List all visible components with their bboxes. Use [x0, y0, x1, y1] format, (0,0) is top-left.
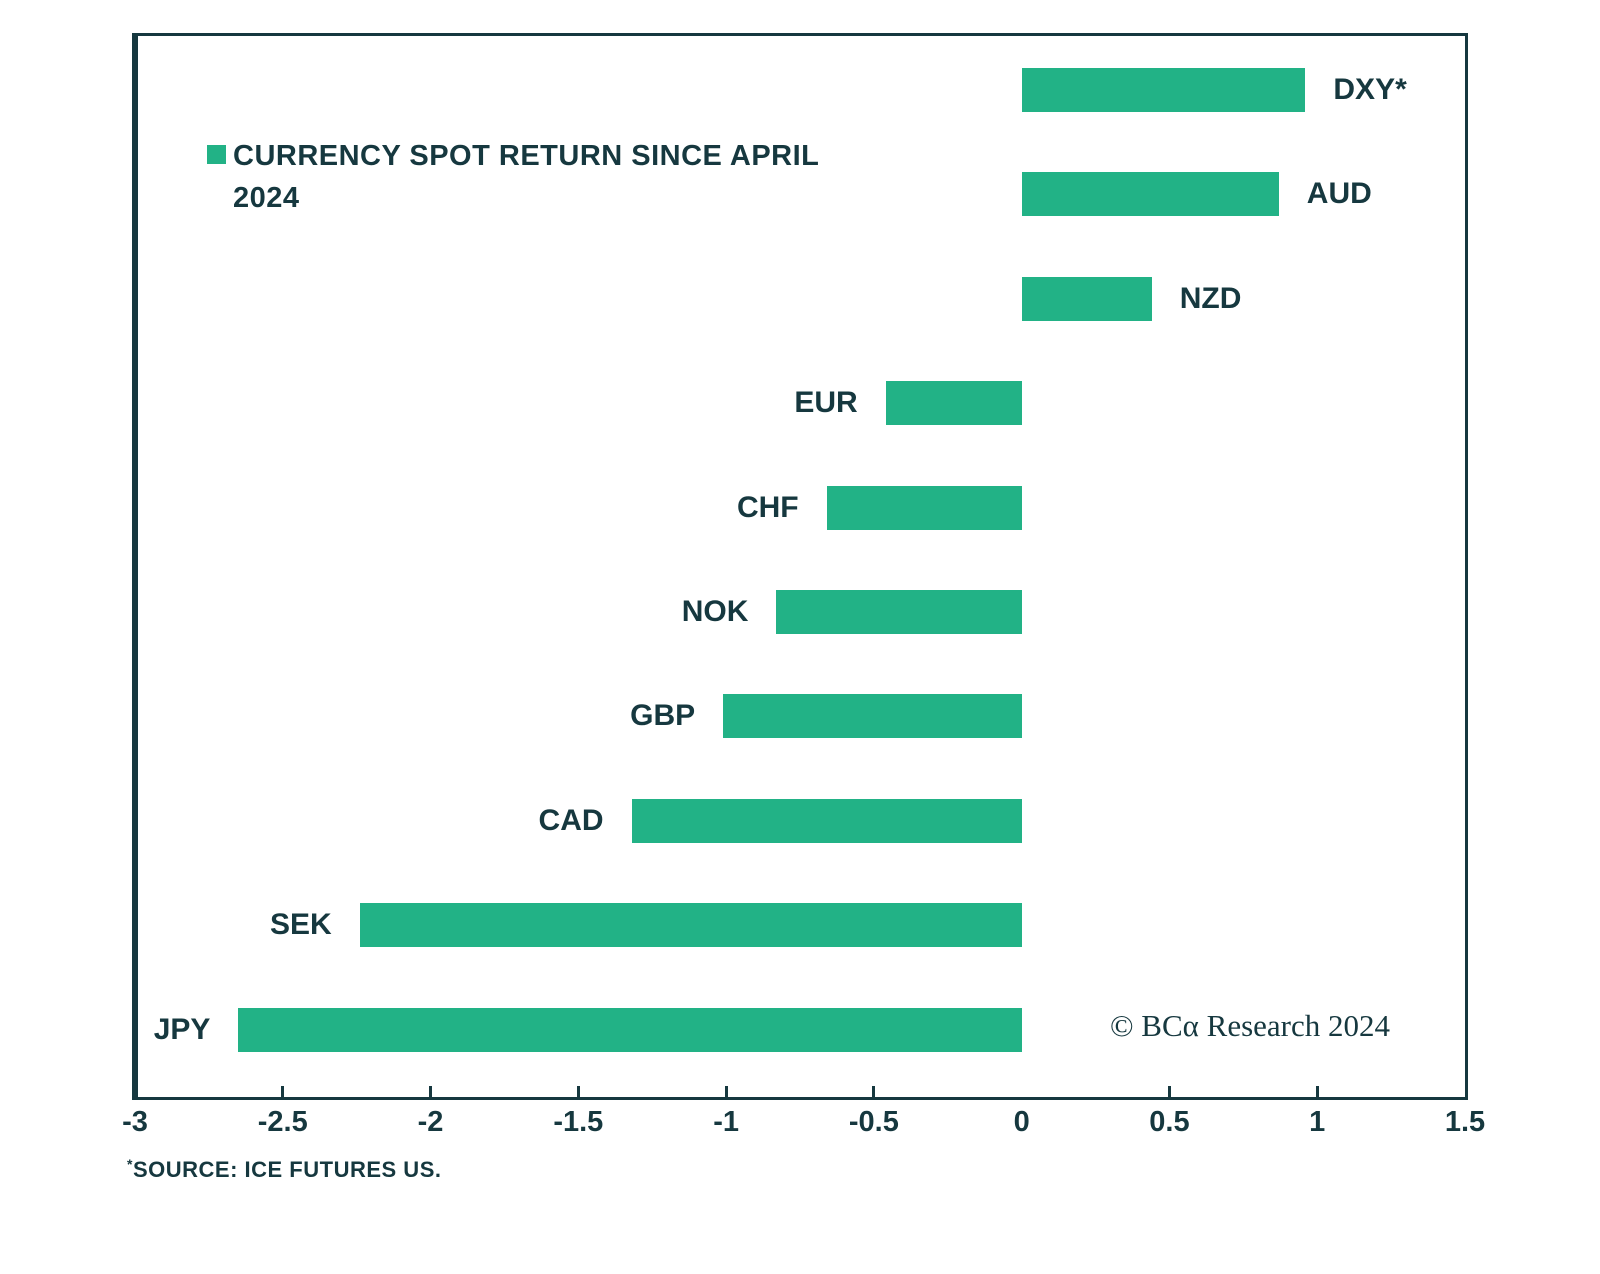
legend: CURRENCY SPOT RETURN SINCE APRIL 2024 — [207, 136, 847, 220]
watermark: © BCα Research 2024 — [1110, 1008, 1390, 1043]
bar-GBP — [723, 694, 1022, 739]
tick-label--2: -2 — [417, 1106, 444, 1138]
tick-mark--1.5 — [576, 1086, 580, 1097]
legend-swatch-icon — [207, 145, 226, 164]
source-note: *SOURCE: ICE FUTURES US. — [127, 1156, 441, 1183]
tick-label--2.5: -2.5 — [257, 1106, 308, 1138]
bar-CAD — [631, 798, 1022, 843]
plot-area: CURRENCY SPOT RETURN SINCE APRIL 2024 DX… — [132, 33, 1468, 1100]
zero-baseline — [135, 36, 138, 1097]
category-label-NZD: NZD — [1179, 281, 1242, 315]
category-label-CHF: CHF — [736, 490, 799, 524]
category-label-NOK: NOK — [681, 595, 749, 628]
bar-NOK — [776, 590, 1022, 634]
legend-label: CURRENCY SPOT RETURN SINCE APRIL 2024 — [233, 140, 819, 214]
bar-EUR — [885, 381, 1022, 426]
tick-mark-1 — [1315, 1086, 1319, 1097]
bar-DXY — [1021, 68, 1306, 112]
tick-mark--2 — [429, 1086, 433, 1097]
tick-label-1: 1 — [1309, 1106, 1326, 1138]
bar-NZD — [1021, 276, 1152, 321]
tick-label--0.5: -0.5 — [848, 1106, 899, 1138]
bar-JPY — [238, 1007, 1022, 1052]
tick-mark-0.5 — [1167, 1086, 1171, 1097]
category-label-EUR: EUR — [794, 386, 858, 420]
bar-CHF — [826, 485, 1022, 530]
category-label-AUD: AUD — [1306, 177, 1372, 211]
bar-SEK — [359, 903, 1022, 948]
tick-label--1.5: -1.5 — [553, 1106, 604, 1138]
category-label-CAD: CAD — [538, 803, 604, 837]
tick-mark--2.5 — [281, 1086, 285, 1097]
tick-mark--0.5 — [872, 1086, 876, 1097]
tick-label--1: -1 — [713, 1106, 740, 1138]
tick-label-1.5: 1.5 — [1444, 1106, 1486, 1138]
category-label-GBP: GBP — [630, 699, 696, 733]
category-label-DXY: DXY* — [1333, 73, 1407, 106]
bar-AUD — [1021, 172, 1279, 217]
source-asterisk: * — [127, 1156, 133, 1172]
source-text: SOURCE: ICE FUTURES US. — [132, 1157, 442, 1182]
tick-label-0.5: 0.5 — [1149, 1106, 1190, 1138]
tick-label--3: -3 — [122, 1106, 148, 1138]
category-label-JPY: JPY — [153, 1012, 211, 1046]
category-label-SEK: SEK — [269, 908, 332, 942]
tick-label-0: 0 — [1013, 1106, 1030, 1138]
tick-mark--1 — [724, 1086, 728, 1097]
